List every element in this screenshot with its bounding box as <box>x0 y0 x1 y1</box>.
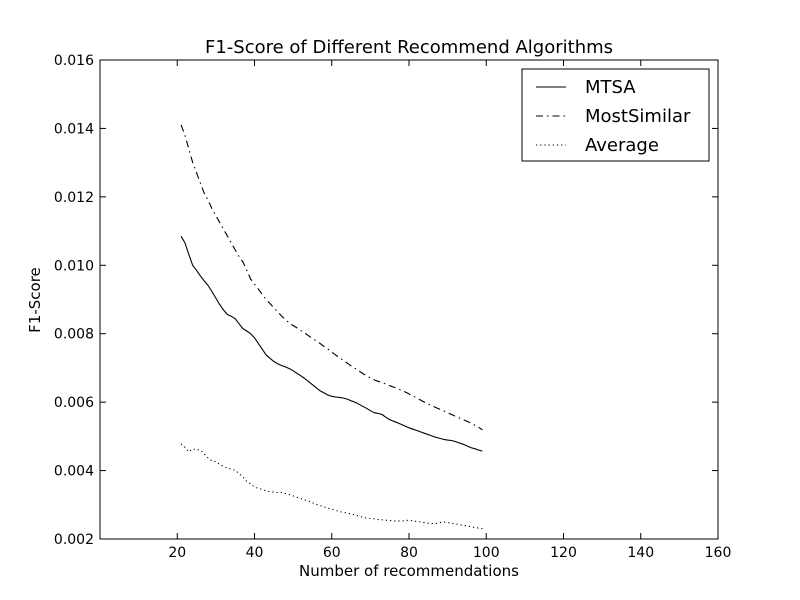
y-axis-label: F1-Score <box>26 267 44 333</box>
x-tick-label: 140 <box>627 545 654 561</box>
x-tick-label: 20 <box>168 545 186 561</box>
x-axis-ticks: 20 40 60 80 100 120 140 160 <box>168 60 731 561</box>
y-tick-label: 0.010 <box>54 258 94 274</box>
x-tick-label: 160 <box>705 545 732 561</box>
x-tick-label: 80 <box>400 545 418 561</box>
legend-frame <box>521 68 710 162</box>
series-line-average <box>180 443 483 530</box>
legend-label: MTSA <box>585 77 636 98</box>
y-axis-ticks: 0.002 0.004 0.006 0.008 0.010 0.012 0.014 0.016 <box>54 53 718 548</box>
x-tick-label: 100 <box>473 545 500 561</box>
chart-title: F1-Score of Different Recommend Algorith… <box>205 37 613 58</box>
y-tick-label: 0.016 <box>54 53 94 69</box>
y-tick-label: 0.006 <box>54 395 94 411</box>
legend-items: MTSA MostSimilar Average <box>536 77 691 156</box>
legend-label: MostSimilar <box>585 106 691 127</box>
x-tick-label: 60 <box>323 545 341 561</box>
legend: MTSA MostSimilar Average <box>521 68 710 162</box>
x-tick-label: 40 <box>246 545 264 561</box>
x-tick-label: 120 <box>550 545 577 561</box>
series-layer <box>180 124 483 530</box>
x-axis-label: Number of recommendations <box>299 562 519 580</box>
y-tick-label: 0.012 <box>54 190 94 206</box>
y-tick-label: 0.004 <box>54 464 94 480</box>
y-tick-label: 0.008 <box>54 327 94 343</box>
y-tick-label: 0.002 <box>54 532 94 548</box>
series-line-mtsa <box>180 235 483 452</box>
y-tick-label: 0.014 <box>54 121 94 137</box>
legend-label: Average <box>585 135 659 156</box>
